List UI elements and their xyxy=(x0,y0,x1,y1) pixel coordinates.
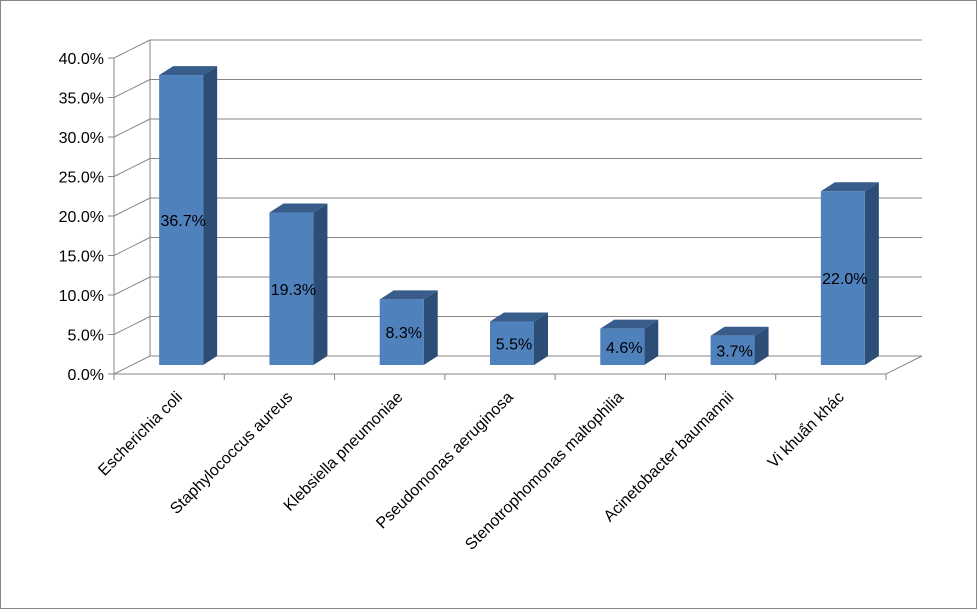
y-tick-label: 20.0% xyxy=(59,209,104,226)
bar-top xyxy=(379,290,438,300)
gridline-side xyxy=(113,276,151,296)
bar-front xyxy=(820,191,865,365)
bar-front xyxy=(710,335,755,365)
bar xyxy=(600,319,659,365)
category-label: Acinetobacter baumannii xyxy=(601,389,738,526)
gridline-side xyxy=(113,197,151,217)
bar-top xyxy=(710,326,769,336)
data-label: 4.6% xyxy=(606,340,642,357)
bar xyxy=(490,312,548,365)
gridline-side xyxy=(113,237,151,256)
bar-top xyxy=(269,203,328,213)
bar-front xyxy=(159,75,204,365)
bar-top xyxy=(159,66,218,76)
category-label: Escherichia coli xyxy=(95,389,186,480)
bars xyxy=(159,66,879,365)
y-tick-label: 35.0% xyxy=(59,91,104,108)
data-label: 22.0% xyxy=(822,271,867,288)
y-tick-label: 0.0% xyxy=(68,367,104,384)
bar-top xyxy=(490,312,548,322)
y-tick-label: 5.0% xyxy=(68,328,104,345)
data-label: 19.3% xyxy=(271,282,316,299)
bar xyxy=(820,182,879,365)
bar xyxy=(159,66,218,365)
bar-front xyxy=(600,328,645,365)
data-labels: 36.7% 19.3% 8.3% 5.5% 4.6% 3.7% 22.0% xyxy=(160,213,867,360)
bar-side xyxy=(534,312,548,365)
bar-side xyxy=(644,319,659,365)
category-label: Klebsiella pneumoniae xyxy=(281,389,407,515)
bar-top xyxy=(820,182,879,192)
data-label: 3.7% xyxy=(716,343,752,360)
gridline-side xyxy=(113,158,151,177)
y-tick-label: 10.0% xyxy=(59,288,104,305)
gridline-side xyxy=(113,316,151,335)
bar xyxy=(710,326,769,365)
floor-right-edge xyxy=(885,355,923,375)
gridline-side xyxy=(113,355,151,375)
bar-front xyxy=(379,299,424,365)
y-axis-ticks: 0.0% 5.0% 10.0% 15.0% 20.0% 25.0% 30.0% 35.0% 40… xyxy=(59,51,887,384)
bar-side xyxy=(754,326,769,365)
bar-top xyxy=(600,319,659,329)
gridline-side xyxy=(113,39,151,59)
gridline-side xyxy=(113,118,151,138)
data-label: 5.5% xyxy=(496,336,532,353)
category-label: Staphylococcus aureus xyxy=(167,389,296,518)
data-label: 36.7% xyxy=(160,213,205,230)
bar xyxy=(269,203,328,365)
bar-front xyxy=(490,321,534,365)
y-tick-label: 30.0% xyxy=(59,130,104,147)
y-tick-label: 15.0% xyxy=(59,249,104,266)
bar xyxy=(379,290,438,365)
category-label: Vi khuẩn khác xyxy=(764,388,848,472)
bar-side xyxy=(423,290,438,365)
bar-front xyxy=(269,212,314,365)
y-tick-label: 40.0% xyxy=(59,51,104,68)
data-label: 8.3% xyxy=(385,325,421,342)
bar-side xyxy=(313,203,328,365)
bar-side xyxy=(203,66,218,365)
y-tick-label: 25.0% xyxy=(59,170,104,187)
bar-side xyxy=(864,182,879,365)
gridline-side xyxy=(113,79,151,98)
